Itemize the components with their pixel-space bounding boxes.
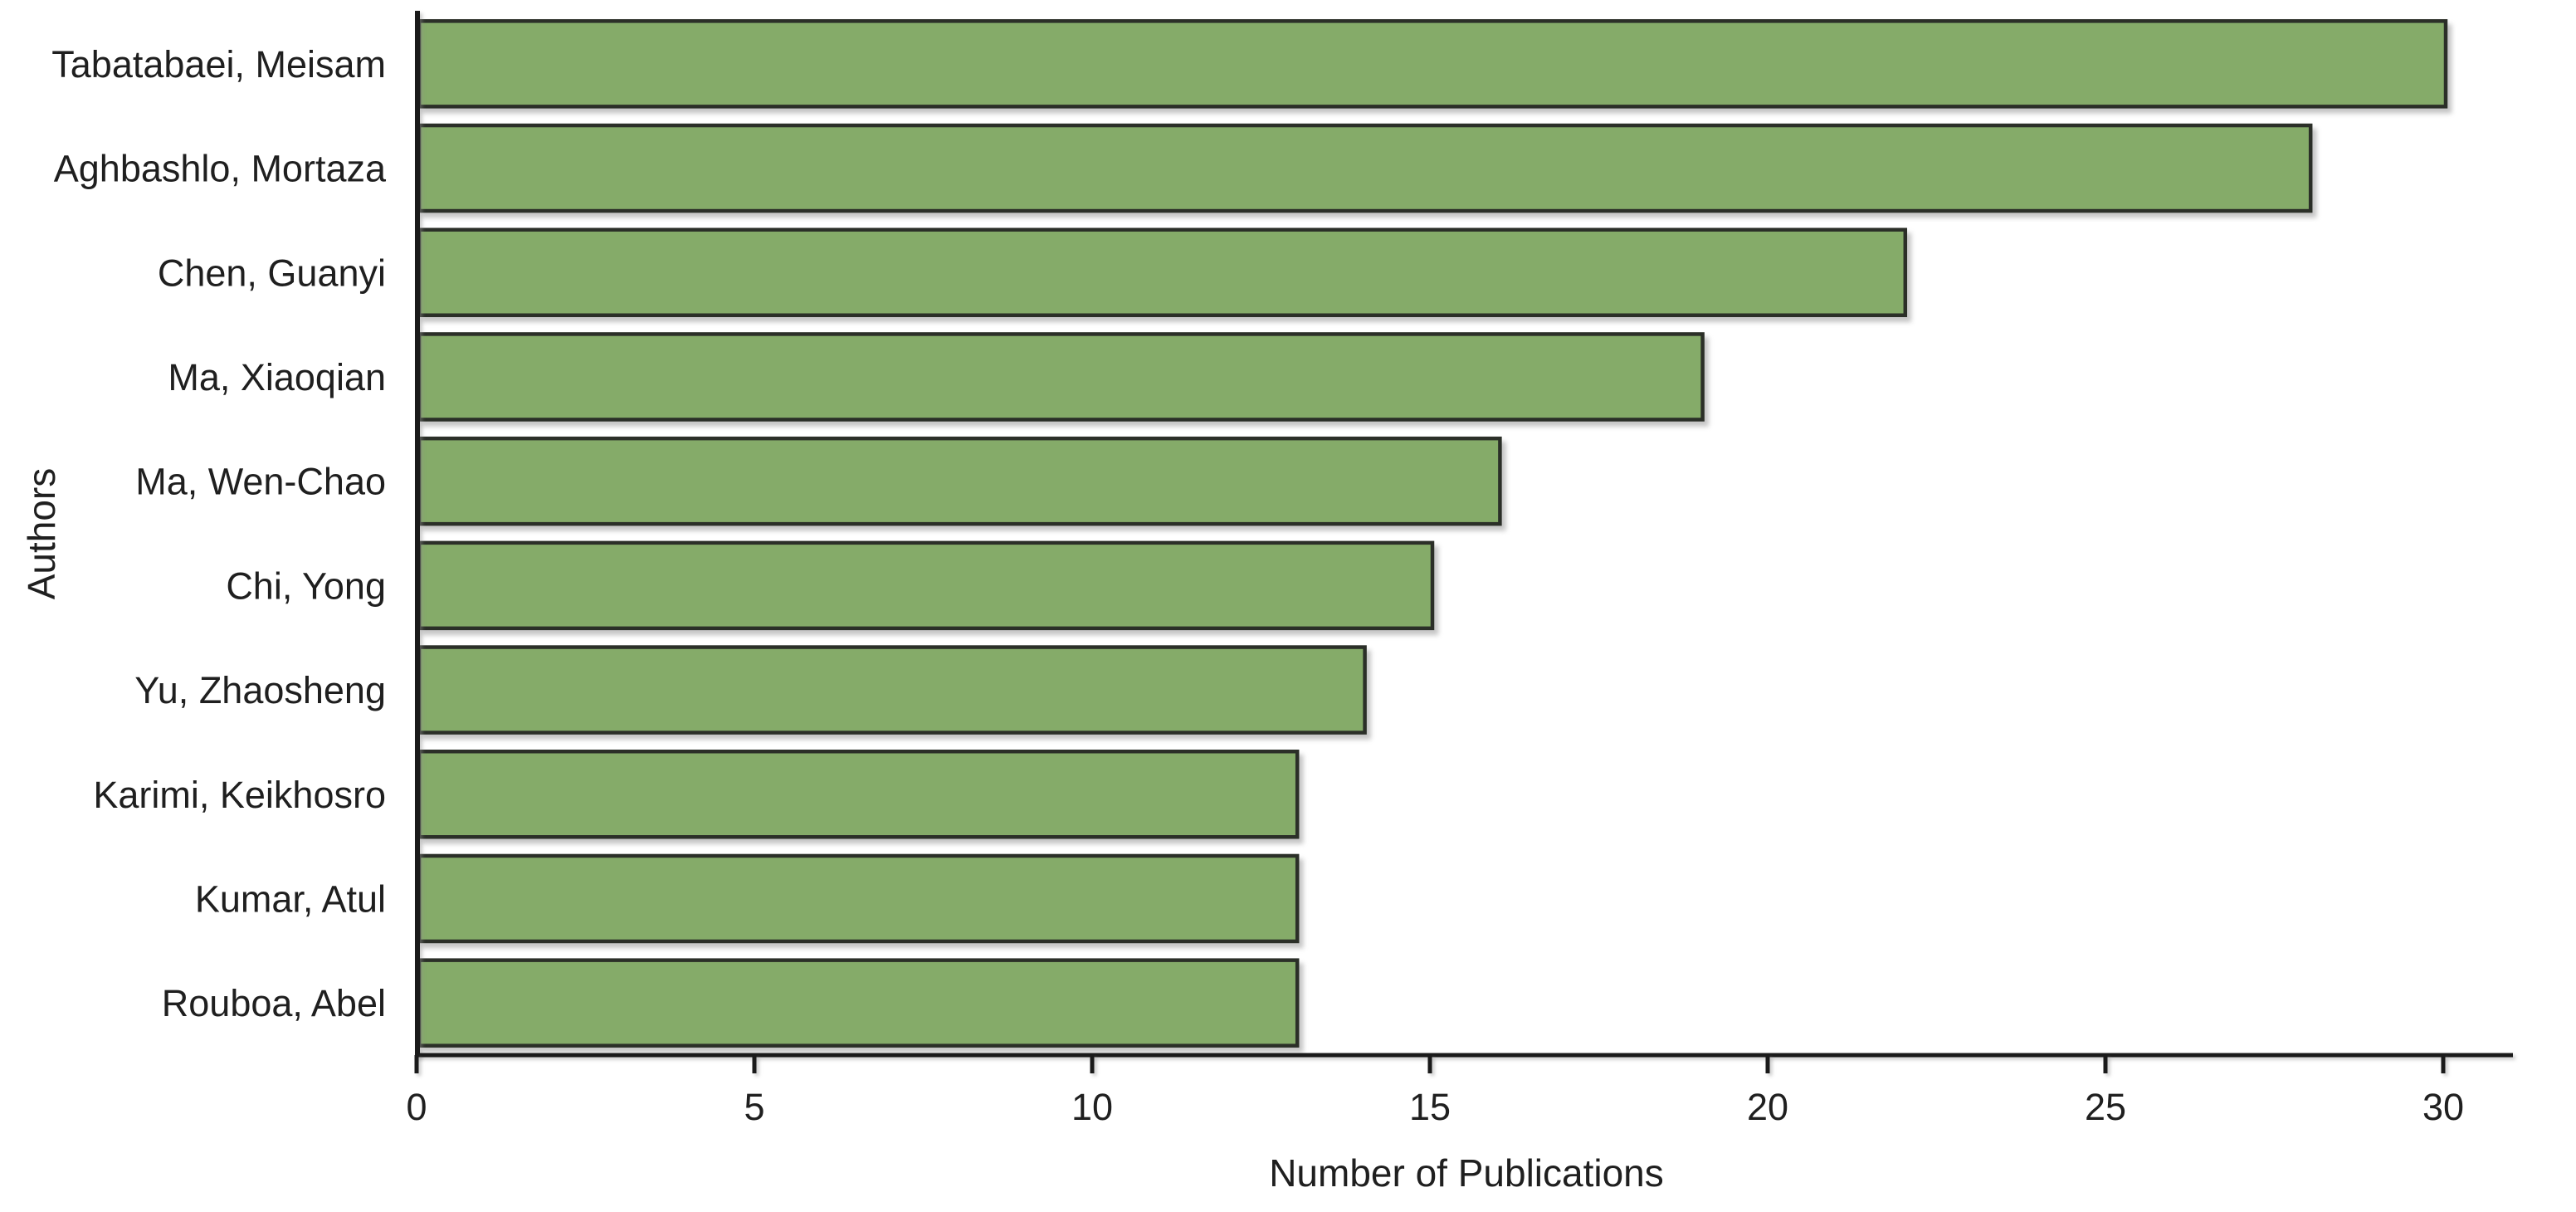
x-tick-label: 15 [1409,1086,1451,1128]
bar-karimi-keikhosro [417,750,1300,839]
x-tick-labels: 0 5 10 15 20 25 30 [406,1086,2464,1128]
y-category-label: Tabatabaei, Meisam [51,43,386,86]
bar-ma-wen-chao [417,436,1502,526]
x-axis-ticks [414,1055,2446,1073]
y-category-label: Rouboa, Abel [162,982,386,1024]
axes-layer [414,11,2513,1073]
bar-yu-zhaosheng [417,645,1367,735]
y-category-label: Karimi, Keikhosro [93,774,386,816]
y-category-label: Ma, Wen-Chao [135,461,386,503]
x-tick-label: 0 [406,1086,427,1128]
bars-layer [417,19,2448,1048]
x-tick-label: 5 [744,1086,764,1128]
bar-chi-yong [417,540,1435,631]
x-tick-label: 25 [2085,1086,2126,1128]
y-category-label: Ma, Xiaoqian [168,356,386,398]
y-category-label: Chen, Guanyi [158,252,386,294]
x-tick-label: 10 [1071,1086,1113,1128]
x-axis-title: Number of Publications [1269,1151,1664,1195]
y-category-label: Chi, Yong [226,564,386,607]
x-tick-label: 30 [2422,1086,2464,1128]
y-category-label: Yu, Zhaosheng [134,669,386,711]
bar-tabatabaei-meisam [417,19,2448,109]
y-category-label: Aghbashlo, Mortaza [54,148,387,190]
bar-chen-guanyi [417,227,1908,317]
bar-rouboa-abel [417,958,1300,1048]
bar-ma-xiaoqian [417,332,1705,422]
bar-aghbashlo-mortaza [417,123,2313,213]
y-category-label: Kumar, Atul [195,877,386,920]
labels-layer: Tabatabaei, Meisam Aghbashlo, Mortaza Chen… [20,43,2464,1195]
x-tick-label: 20 [1747,1086,1788,1128]
bar-kumar-atul [417,853,1300,944]
y-category-labels: Tabatabaei, Meisam Aghbashlo, Mortaza Chen… [51,43,387,1024]
y-axis-title: Authors [20,468,63,600]
